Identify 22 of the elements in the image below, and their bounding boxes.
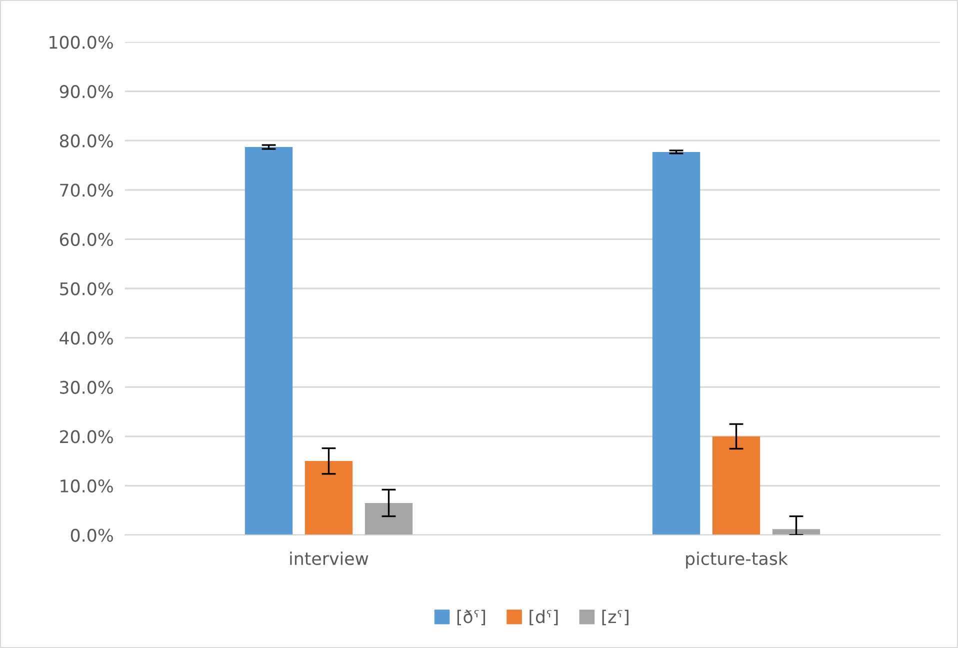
y-tick-label: 60.0% — [60, 232, 113, 246]
y-tick-label: 50.0% — [60, 282, 113, 296]
x-tick-label: interview — [290, 552, 368, 566]
y-tick-label: 70.0% — [60, 184, 113, 197]
y-tick-label: 10.0% — [60, 479, 113, 493]
y-tick-label: 100.0% — [50, 36, 113, 49]
y-tick-label: 40.0% — [60, 332, 113, 345]
bar — [652, 152, 700, 535]
y-tick-label: 30.0% — [60, 380, 113, 394]
legend-label: [dˤ] — [530, 610, 558, 626]
bar — [712, 436, 760, 535]
bar — [364, 502, 413, 535]
legend-label: [ðˤ] — [457, 610, 486, 626]
y-tick-label: 0.0% — [70, 528, 113, 542]
bar — [772, 529, 820, 535]
x-tick-label: picture-task — [686, 552, 788, 568]
y-tick-label: 90.0% — [60, 85, 113, 98]
y-tick-label: 20.0% — [60, 430, 113, 444]
y-tick-label: 80.0% — [60, 134, 113, 148]
bar — [244, 147, 293, 535]
legend-label: [zˤ] — [602, 610, 628, 626]
bar — [304, 461, 353, 535]
